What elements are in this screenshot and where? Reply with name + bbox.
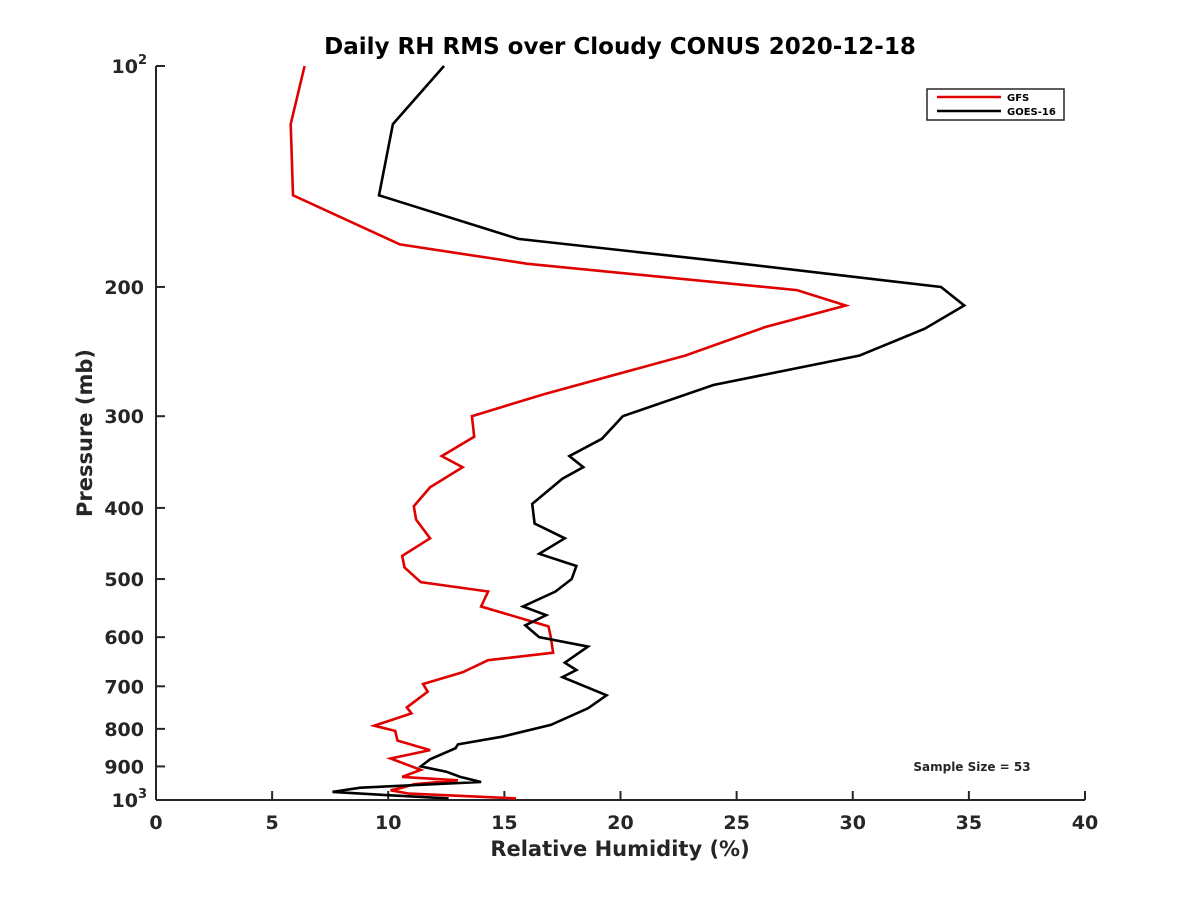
y-tick-label: 900 (104, 756, 144, 778)
legend-label: GFS (1007, 93, 1029, 104)
legend-label: GOES-16 (1007, 107, 1056, 118)
x-tick-label: 15 (491, 812, 517, 834)
legend: GFS GOES-16 (926, 88, 1065, 121)
x-axis-label: Relative Humidity (%) (490, 837, 749, 861)
y-tick-label: 103 (112, 787, 148, 812)
y-tick-label: 300 (104, 406, 144, 428)
x-tick-label: 10 (375, 812, 401, 834)
x-tick-label: 0 (149, 812, 162, 834)
axes: 0 5 10 15 20 25 30 35 40 102 200 300 400 500 600 700 800… (104, 53, 1098, 834)
plot-series (289, 65, 967, 800)
y-tick-label: 102 (112, 53, 148, 78)
y-tick-label: 600 (104, 627, 144, 649)
sample-size-annotation: Sample Size = 53 (913, 760, 1030, 774)
y-tick-label: 200 (104, 277, 144, 299)
legend-box (926, 88, 1065, 121)
x-tick-label: 20 (607, 812, 633, 834)
chart-title: Daily RH RMS over Cloudy CONUS 2020-12-1… (324, 34, 916, 60)
x-tick-label: 30 (840, 812, 866, 834)
y-tick-label: 500 (104, 569, 144, 591)
x-tick-label: 25 (723, 812, 749, 834)
x-tick-label: 5 (266, 812, 279, 834)
y-tick-label: 800 (104, 719, 144, 741)
x-tick-label: 40 (1072, 812, 1098, 834)
y-tick-label: 700 (104, 676, 144, 698)
series-line-gfs (289, 65, 851, 800)
y-axis-label: Pressure (mb) (73, 349, 97, 517)
series-line-goes-16 (332, 65, 967, 800)
y-tick-label: 400 (104, 498, 144, 520)
x-tick-label: 35 (956, 812, 982, 834)
